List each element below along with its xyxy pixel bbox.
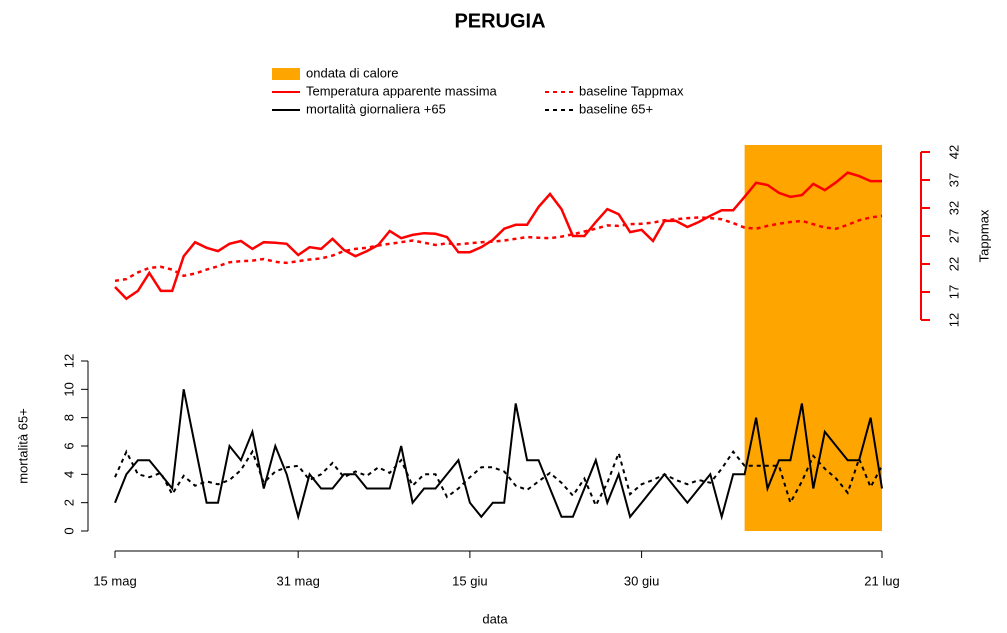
y-tick-label: 8: [61, 414, 76, 421]
y-tick-label: 4: [61, 471, 76, 478]
y-tick-label: 6: [61, 442, 76, 449]
x-axis-title: data: [482, 611, 508, 626]
legend-label: ondata di calore: [306, 65, 399, 80]
chart-title: PERUGIA: [454, 10, 545, 32]
x-tick-label: 31 mag: [276, 573, 319, 588]
legend-label: baseline 65+: [579, 101, 653, 116]
y2-tick-label: 17: [946, 285, 961, 299]
y-tick-label: 0: [61, 527, 76, 534]
y-tick-label: 12: [61, 354, 76, 368]
y2-tick-label: 22: [946, 257, 961, 271]
y2-tick-label: 27: [946, 229, 961, 243]
x-tick-label: 15 giu: [452, 573, 487, 588]
y-tick-label: 10: [61, 382, 76, 396]
legend-swatch: [272, 68, 300, 80]
x-tick-label: 15 mag: [93, 573, 136, 588]
y-tick-label: 2: [61, 499, 76, 506]
legend-label: Temperatura apparente massima: [306, 83, 498, 98]
x-tick-label: 21 lug: [864, 573, 899, 588]
series-line: [114, 389, 883, 521]
legend-label: mortalità giornaliera +65: [306, 101, 446, 116]
x-tick-label: 30 giu: [624, 573, 659, 588]
y2-tick-label: 12: [946, 313, 961, 327]
y2-tick-label: 42: [946, 145, 961, 159]
series-line: [114, 449, 883, 508]
series-line: [114, 214, 883, 283]
y2-axis-title: Tappmax: [976, 209, 991, 262]
y-axis-title: mortalità 65+: [15, 408, 30, 484]
series-line: [114, 171, 882, 301]
y2-tick-label: 37: [946, 173, 961, 187]
legend-label: baseline Tappmax: [579, 83, 684, 98]
y2-tick-label: 32: [946, 201, 961, 215]
